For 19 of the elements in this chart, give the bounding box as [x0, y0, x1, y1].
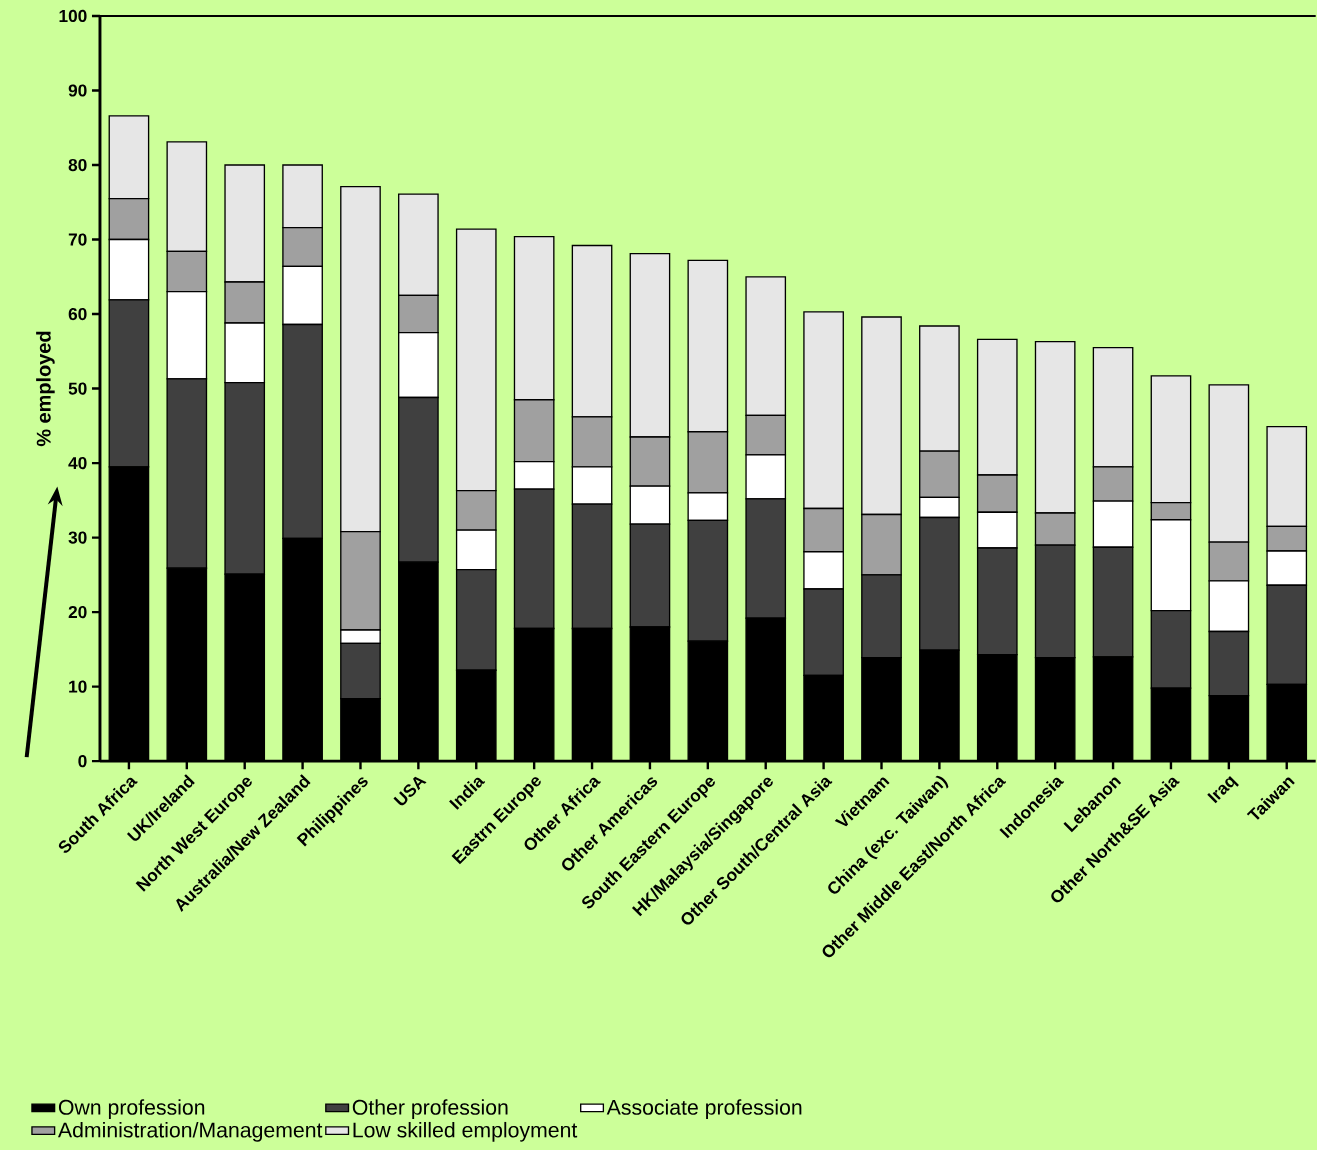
legend-label: Other profession	[352, 1099, 508, 1119]
x-tick-label: Iraq	[1207, 775, 1239, 804]
y-tick-label: 0	[78, 754, 87, 768]
y-tick-label: 30	[68, 531, 87, 544]
y-tick-label: 20	[68, 605, 87, 619]
y-tick-label: 70	[68, 233, 87, 246]
y-tick-label: 10	[69, 680, 87, 693]
legend-label: Own profession	[58, 1099, 205, 1119]
y-tick-label: 40	[68, 456, 87, 469]
y-tick-label: 50	[68, 382, 87, 395]
legend-label: Low skilled employment	[353, 1121, 578, 1142]
y-tick-label: 60	[68, 307, 87, 320]
legend-label: Associate profession	[606, 1099, 802, 1119]
legend-label: Administration/Management	[57, 1121, 323, 1142]
y-tick-label: 100	[59, 9, 87, 22]
y-tick-label: 80	[68, 158, 87, 171]
x-tick-label: USA	[393, 776, 427, 806]
y-axis-title: % employed	[36, 331, 55, 446]
y-tick-label: 90	[68, 84, 87, 97]
